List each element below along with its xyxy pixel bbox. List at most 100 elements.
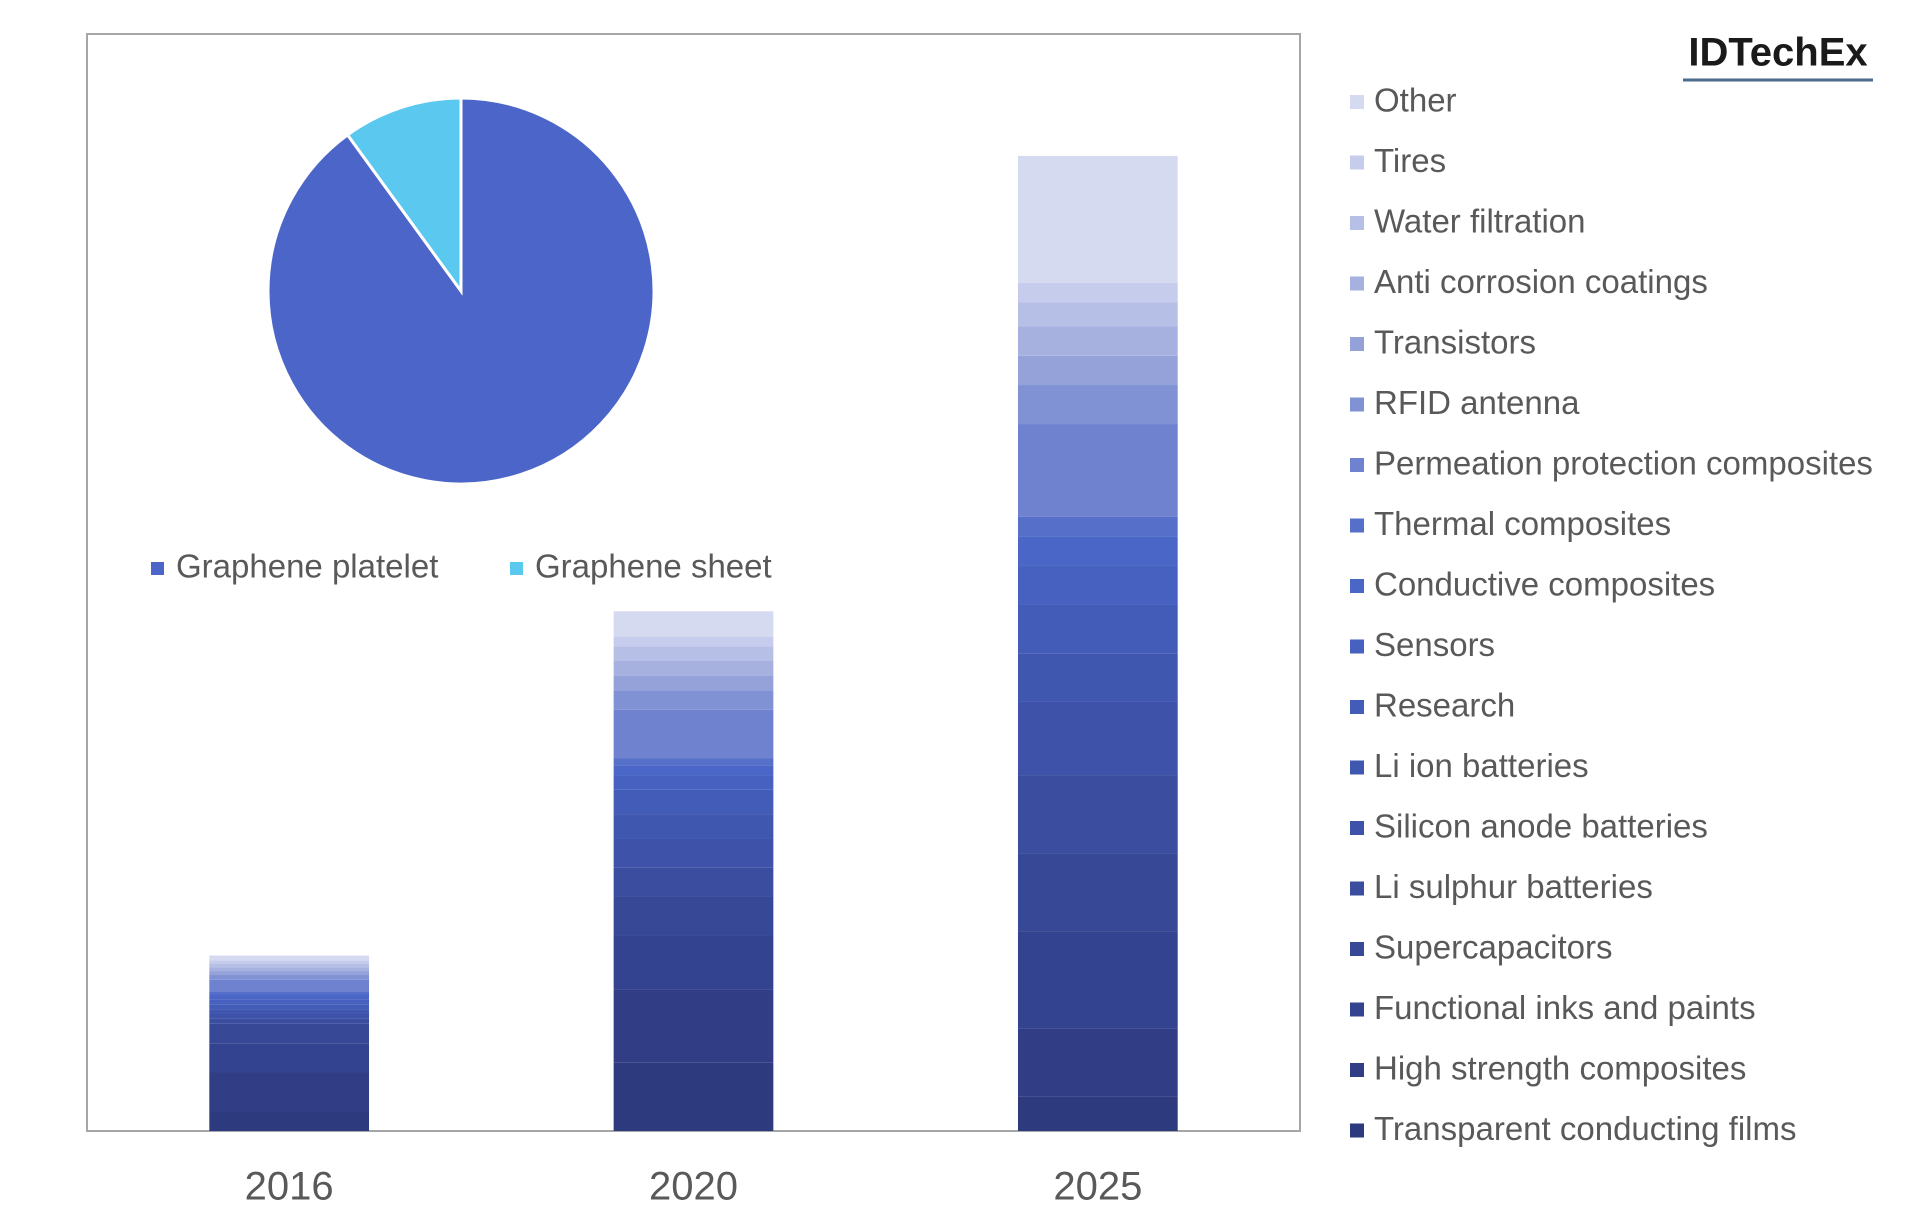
bar-segment bbox=[209, 994, 370, 1000]
legend-label: Research bbox=[1374, 687, 1515, 724]
x-tick-label: 2020 bbox=[649, 1165, 738, 1209]
legend-label: Transistors bbox=[1374, 324, 1536, 361]
bar-segment bbox=[1017, 853, 1178, 932]
bar-segment bbox=[209, 991, 370, 995]
bar-segment bbox=[209, 1018, 370, 1024]
legend-swatch bbox=[1350, 276, 1364, 291]
legend-label: Anti corrosion coatings bbox=[1374, 263, 1708, 300]
bar-segment bbox=[1017, 424, 1178, 517]
legend-swatch bbox=[1350, 216, 1364, 230]
bar-segment bbox=[1017, 1096, 1178, 1131]
legend-label: Graphene platelet bbox=[176, 548, 438, 585]
bar-segment bbox=[1017, 326, 1178, 356]
legend-swatch bbox=[1350, 579, 1364, 593]
legend-swatch bbox=[1350, 1002, 1364, 1017]
bar-segment bbox=[613, 814, 774, 839]
bar-segment bbox=[1017, 931, 1178, 1029]
bar-segment bbox=[613, 867, 774, 897]
bar-segment bbox=[613, 765, 774, 776]
bar-segment bbox=[613, 896, 774, 936]
bar-segment bbox=[1017, 775, 1178, 854]
logo: IDTechEx bbox=[1688, 31, 1867, 75]
legend-swatch bbox=[1350, 1123, 1364, 1138]
bar-segment bbox=[209, 1004, 370, 1010]
bar-segment bbox=[1017, 385, 1178, 425]
bar-segment bbox=[1017, 516, 1178, 537]
bar-segment bbox=[1017, 282, 1178, 303]
x-tick-label: 2016 bbox=[245, 1165, 334, 1209]
bar-segment bbox=[209, 967, 370, 972]
legend-label: Functional inks and paints bbox=[1374, 989, 1756, 1026]
bar-segment bbox=[613, 789, 774, 815]
bar-segment bbox=[209, 979, 370, 992]
bar-segment bbox=[209, 1111, 370, 1131]
bar-segment bbox=[613, 935, 774, 990]
bar-segment bbox=[613, 660, 774, 676]
legend-label: Li ion batteries bbox=[1374, 747, 1589, 784]
bar-segment bbox=[209, 960, 370, 964]
legend-swatch bbox=[1350, 760, 1364, 775]
legend-label: Permeation protection composites bbox=[1374, 445, 1873, 482]
bar-segment bbox=[1017, 302, 1178, 327]
legend-swatch bbox=[1350, 337, 1364, 351]
pie-slice bbox=[345, 96, 463, 296]
legend-swatch bbox=[510, 562, 523, 575]
bar-segment bbox=[209, 963, 370, 968]
bar-segment bbox=[209, 1009, 370, 1014]
bar-segment bbox=[1017, 565, 1178, 605]
bar-segment bbox=[209, 974, 370, 980]
bar-segment bbox=[613, 636, 774, 647]
legend-label: RFID antenna bbox=[1374, 384, 1580, 421]
bar-segment bbox=[209, 1013, 370, 1019]
bar-segment bbox=[1017, 1028, 1178, 1097]
legend-label: Water filtration bbox=[1374, 203, 1586, 240]
legend-label: Transparent conducting films bbox=[1374, 1110, 1796, 1147]
legend-swatch bbox=[1350, 95, 1364, 109]
bar-segment bbox=[613, 675, 774, 691]
bar-segment bbox=[613, 758, 774, 766]
bar-segment bbox=[209, 1043, 370, 1073]
legend-label: Li sulphur batteries bbox=[1374, 868, 1653, 905]
legend-swatch bbox=[1350, 518, 1364, 533]
legend-label: Thermal composites bbox=[1374, 505, 1671, 542]
legend-label: Supercapacitors bbox=[1374, 929, 1612, 966]
legend-label: Other bbox=[1374, 82, 1457, 119]
legend-swatch bbox=[1350, 155, 1364, 170]
bar-segment bbox=[613, 1062, 774, 1131]
legend-swatch bbox=[1350, 821, 1364, 835]
legend-label: Tires bbox=[1374, 142, 1446, 179]
bar-segment bbox=[613, 611, 774, 637]
bar-segment bbox=[1017, 155, 1178, 283]
legend-swatch bbox=[1350, 1063, 1364, 1077]
legend-swatch bbox=[1350, 397, 1364, 412]
legend-label: High strength composites bbox=[1374, 1050, 1746, 1087]
bar-segment bbox=[613, 646, 774, 661]
legend-swatch bbox=[1350, 458, 1364, 472]
x-tick-label: 2025 bbox=[1053, 1165, 1142, 1209]
bar-segment bbox=[613, 709, 774, 759]
bar-segment bbox=[209, 999, 370, 1005]
bar-segment bbox=[613, 989, 774, 1063]
bar-segment bbox=[613, 775, 774, 790]
bar-segment bbox=[1017, 701, 1178, 776]
bar-segment bbox=[1017, 653, 1178, 702]
bar-segment bbox=[209, 971, 370, 975]
legend-swatch bbox=[1350, 700, 1364, 714]
legend-swatch bbox=[1350, 942, 1364, 956]
legend-label: Sensors bbox=[1374, 626, 1495, 663]
bar-segment bbox=[613, 838, 774, 868]
legend-swatch bbox=[151, 562, 164, 575]
bar-segment bbox=[1017, 536, 1178, 566]
bar-segment bbox=[1017, 604, 1178, 654]
bar-segment bbox=[209, 1023, 370, 1044]
legend-swatch bbox=[1350, 881, 1364, 896]
legend-label: Silicon anode batteries bbox=[1374, 808, 1708, 845]
legend-swatch bbox=[1350, 639, 1364, 654]
bar-segment bbox=[613, 690, 774, 710]
bar-segment bbox=[209, 1072, 370, 1112]
bar-segment bbox=[209, 955, 370, 961]
bar-segment bbox=[1017, 355, 1178, 386]
legend-label: Conductive composites bbox=[1374, 566, 1715, 603]
